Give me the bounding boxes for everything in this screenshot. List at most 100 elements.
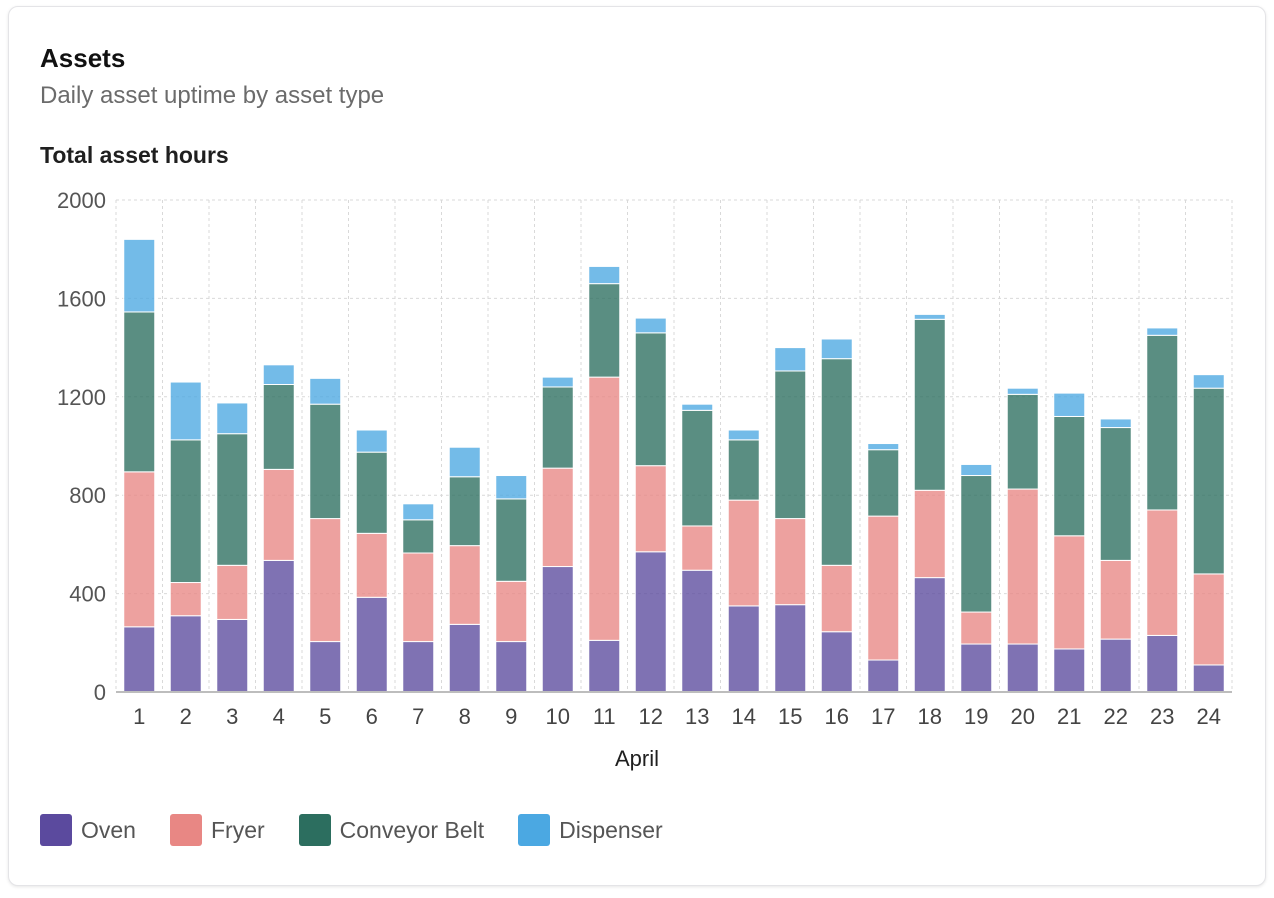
bar-fryer-21: [1053, 535, 1086, 650]
bar-fryer-10: [541, 467, 574, 568]
bar-fryer-15: [774, 518, 807, 606]
x-tick-label: 18: [918, 704, 942, 729]
chart-title: Total asset hours: [40, 142, 229, 168]
bar-conveyor-belt-6: [355, 451, 388, 534]
y-tick-label: 800: [69, 483, 106, 508]
bar-conveyor-belt-24: [1192, 387, 1225, 575]
bar-fryer-17: [867, 515, 900, 661]
bar-fryer-14: [727, 499, 760, 607]
y-tick-label: 2000: [57, 188, 106, 213]
bar-fryer-3: [216, 564, 249, 620]
bar-oven-12: [634, 551, 667, 693]
bar-conveyor-belt-15: [774, 370, 807, 520]
bar-dispenser-18: [913, 313, 946, 320]
bar-fryer-19: [960, 611, 993, 645]
bar-conveyor-belt-7: [402, 519, 435, 554]
bar-oven-20: [1006, 643, 1039, 693]
x-tick-label: 13: [685, 704, 709, 729]
bar-fryer-18: [913, 489, 946, 579]
y-tick-label: 400: [69, 582, 106, 607]
legend-item-oven[interactable]: Oven: [40, 814, 136, 846]
legend-label: Conveyor Belt: [339, 816, 485, 843]
bar-dispenser-22: [1099, 418, 1132, 429]
bar-fryer-8: [448, 545, 481, 625]
bar-dispenser-2: [169, 381, 202, 441]
bar-dispenser-5: [309, 377, 342, 405]
bar-oven-16: [820, 631, 853, 693]
card-title: Assets: [40, 43, 126, 73]
bar-fryer-13: [681, 525, 714, 571]
bar-conveyor-belt-16: [820, 358, 853, 566]
y-axis: 0 400 800 1200 1600 2000: [57, 188, 106, 705]
gridlines: [115, 199, 1233, 692]
x-tick-label: 20: [1011, 704, 1035, 729]
card-subtitle: Daily asset uptime by asset type: [40, 82, 385, 109]
y-tick-label: 1200: [57, 385, 106, 410]
bar-oven-2: [169, 615, 202, 693]
legend-item-dispenser[interactable]: Dispenser: [518, 814, 663, 846]
x-tick-label: 23: [1150, 704, 1174, 729]
x-tick-label: 2: [180, 704, 192, 729]
bar-conveyor-belt-12: [634, 332, 667, 467]
bar-oven-15: [774, 604, 807, 693]
bar-oven-3: [216, 618, 249, 693]
bar-conveyor-belt-1: [123, 311, 156, 473]
bar-fryer-4: [262, 468, 295, 561]
bar-oven-9: [495, 641, 528, 693]
bar-conveyor-belt-4: [262, 384, 295, 470]
bar-conveyor-belt-23: [1146, 334, 1179, 511]
x-axis-title: April: [615, 746, 659, 771]
bar-dispenser-23: [1146, 327, 1179, 336]
bar-oven-17: [867, 659, 900, 693]
bar-oven-6: [355, 596, 388, 693]
bar-oven-5: [309, 641, 342, 693]
legend-item-conveyor-belt[interactable]: Conveyor Belt: [298, 814, 485, 846]
bar-dispenser-24: [1192, 374, 1225, 389]
bar-dispenser-16: [820, 338, 853, 360]
bar-conveyor-belt-20: [1006, 393, 1039, 490]
bar-fryer-16: [820, 564, 853, 633]
bar-fryer-1: [123, 471, 156, 628]
x-tick-label: 14: [732, 704, 756, 729]
bar-dispenser-19: [960, 463, 993, 477]
x-tick-label: 16: [825, 704, 849, 729]
bar-conveyor-belt-3: [216, 433, 249, 566]
bar-dispenser-1: [123, 238, 156, 313]
legend-label: Oven: [81, 816, 136, 843]
legend-swatch: [169, 814, 202, 846]
x-tick-label: 11: [593, 704, 616, 729]
y-tick-label: 0: [94, 680, 106, 705]
bar-conveyor-belt-13: [681, 409, 714, 527]
bar-conveyor-belt-8: [448, 476, 481, 547]
x-tick-label: 4: [273, 704, 285, 729]
bar-dispenser-20: [1006, 387, 1039, 395]
legend-swatch: [518, 814, 551, 846]
bar-oven-19: [960, 643, 993, 693]
bar-dispenser-4: [262, 364, 295, 386]
chart-legend: Oven Fryer Conveyor Belt Dispenser: [40, 814, 697, 846]
bar-fryer-5: [309, 518, 342, 643]
bar-dispenser-3: [216, 402, 249, 435]
x-tick-label: 1: [133, 704, 145, 729]
legend-item-fryer[interactable]: Fryer: [169, 814, 265, 846]
x-tick-label: 15: [778, 704, 802, 729]
legend-label: Fryer: [210, 816, 265, 843]
bar-oven-21: [1053, 648, 1086, 693]
x-tick-label: 6: [366, 704, 378, 729]
bar-conveyor-belt-5: [309, 403, 342, 520]
x-tick-label: 19: [964, 704, 988, 729]
bar-oven-8: [448, 623, 481, 693]
bar-dispenser-9: [495, 475, 528, 500]
bar-oven-4: [262, 559, 295, 693]
bar-conveyor-belt-11: [588, 283, 621, 378]
bar-conveyor-belt-2: [169, 439, 202, 584]
bar-oven-10: [541, 566, 574, 693]
x-tick-label: 12: [639, 704, 663, 729]
bar-fryer-12: [634, 465, 667, 553]
bar-oven-7: [402, 641, 435, 693]
bar-conveyor-belt-9: [495, 498, 528, 582]
bar-oven-22: [1099, 638, 1132, 693]
bar-conveyor-belt-21: [1053, 415, 1086, 537]
bar-conveyor-belt-14: [727, 439, 760, 501]
